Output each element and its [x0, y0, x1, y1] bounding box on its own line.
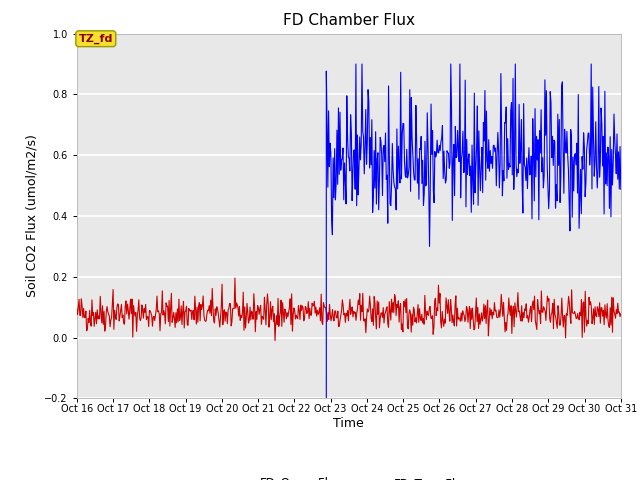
Y-axis label: Soil CO2 Flux (umol/m2/s): Soil CO2 Flux (umol/m2/s)	[26, 134, 38, 298]
Title: FD Chamber Flux: FD Chamber Flux	[283, 13, 415, 28]
X-axis label: Time: Time	[333, 417, 364, 430]
Text: TZ_fd: TZ_fd	[79, 34, 113, 44]
Legend: FD_Open_Flux, FD_Tree_Flux: FD_Open_Flux, FD_Tree_Flux	[222, 472, 476, 480]
